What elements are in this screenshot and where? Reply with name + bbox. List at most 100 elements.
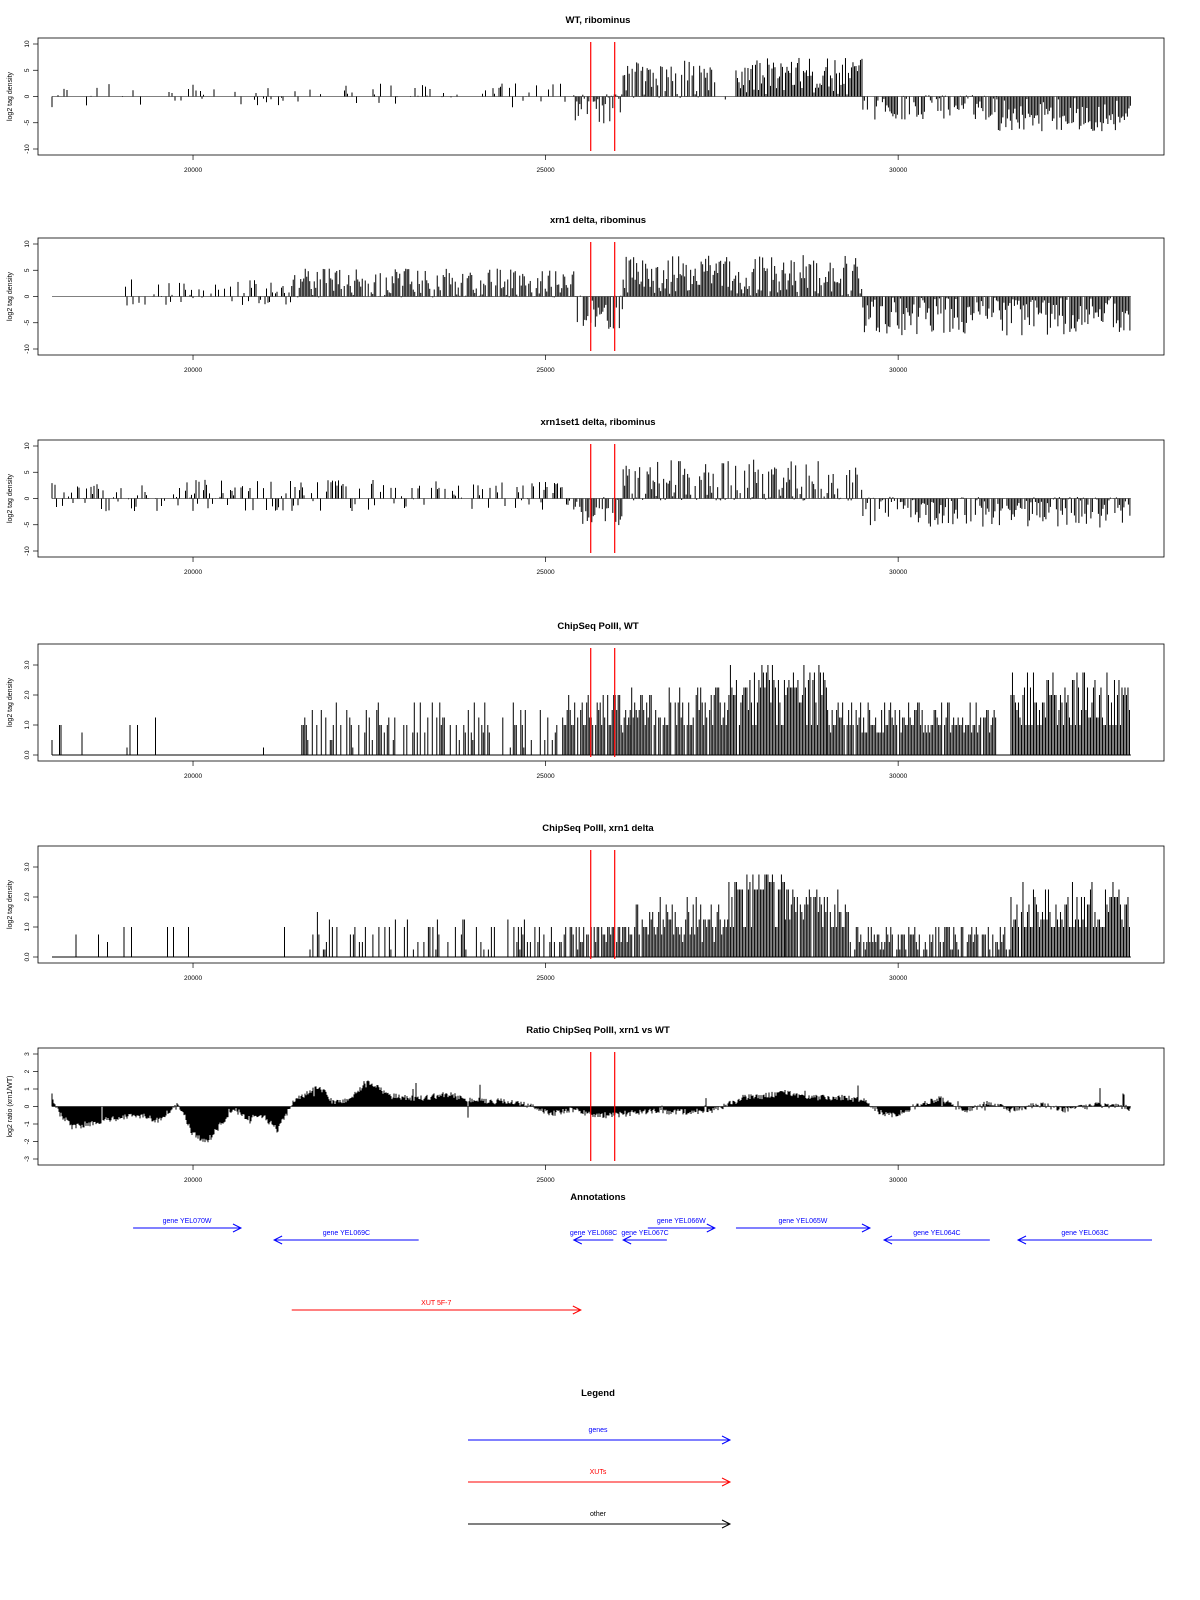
plot-frame bbox=[37, 643, 1165, 762]
x-tick-label: 25000 bbox=[537, 773, 555, 780]
arrow-head bbox=[706, 1223, 716, 1233]
data-bars bbox=[51, 57, 1131, 132]
legend-label: other bbox=[590, 1511, 607, 1518]
y-tick-label: 1 bbox=[24, 1087, 31, 1091]
x-tick-label: 25000 bbox=[537, 569, 555, 576]
plot-frame bbox=[37, 845, 1165, 964]
y-tick-label: 10 bbox=[24, 442, 31, 450]
y-axis-label: log2 tag density bbox=[7, 473, 14, 523]
x-tick-label: 20000 bbox=[184, 367, 202, 374]
gene-feature: gene YEL063C bbox=[1016, 1230, 1152, 1245]
feature-label: gene YEL063C bbox=[1061, 1230, 1108, 1237]
legend-label: genes bbox=[588, 1427, 608, 1434]
x-tick-label: 25000 bbox=[537, 167, 555, 174]
panel-ratio: Ratio ChipSeq PolII, xrn1 vs WT log2 rati… bbox=[7, 1025, 1165, 1184]
y-tick-label: 5 bbox=[24, 470, 31, 474]
y-tick-label: 1.0 bbox=[24, 922, 31, 931]
arrow-head bbox=[1016, 1235, 1027, 1245]
data-bars bbox=[51, 665, 1131, 756]
y-tick-label: -5 bbox=[24, 319, 31, 325]
y-axis-label: log2 tag density bbox=[7, 677, 14, 727]
panel-title: xrn1set1 delta, ribominus bbox=[540, 417, 655, 428]
panel-title: WT, ribominus bbox=[566, 15, 631, 26]
x-tick-label: 30000 bbox=[889, 773, 907, 780]
legend-item-other: other bbox=[468, 1511, 732, 1529]
xut-feature: XUT 5F-7 bbox=[291, 1300, 582, 1315]
feature-arrow bbox=[572, 1235, 614, 1245]
feature-arrow bbox=[133, 1223, 243, 1233]
x-tick-label: 30000 bbox=[889, 367, 907, 374]
x-tick-label: 30000 bbox=[889, 167, 907, 174]
feature-arrow bbox=[1016, 1235, 1152, 1245]
annotations-section: Annotations gene YEL070W gene YEL069C gene … bbox=[133, 1192, 1152, 1315]
panel-xrn1: xrn1 delta, ribominus log2 tag density -10… bbox=[7, 215, 1165, 374]
feature-label: gene YEL066W bbox=[657, 1218, 706, 1225]
x-tick-label: 20000 bbox=[184, 167, 202, 174]
gene-feature: gene YEL066W bbox=[647, 1218, 716, 1233]
gene-feature: gene YEL067C bbox=[621, 1230, 669, 1245]
x-tick-label: 30000 bbox=[889, 1177, 907, 1184]
y-tick-label: 3 bbox=[24, 1052, 31, 1056]
y-tick-label: -10 bbox=[24, 344, 31, 354]
data-bars bbox=[52, 255, 1131, 336]
feature-label: gene YEL069C bbox=[323, 1230, 370, 1237]
y-tick-label: 2.0 bbox=[24, 690, 31, 699]
feature-arrow bbox=[735, 1223, 872, 1233]
legend-item-xut: XUTs bbox=[468, 1469, 732, 1487]
x-tick-label: 25000 bbox=[537, 975, 555, 982]
y-axis-label: log2 ratio (xrn1/WT) bbox=[7, 1076, 14, 1138]
legend-arrow bbox=[468, 1519, 732, 1529]
data-bars bbox=[52, 874, 1131, 958]
y-tick-label: 3.0 bbox=[24, 660, 31, 669]
panel-chip-wt: ChipSeq PolII, WT log2 tag density 0.0 1.0 2… bbox=[7, 621, 1165, 780]
arrow-head bbox=[572, 1235, 583, 1245]
arrow-head bbox=[721, 1519, 732, 1529]
legend-item-gene: genes bbox=[468, 1427, 732, 1445]
x-tick-label: 25000 bbox=[537, 367, 555, 374]
feature-label: gene YEL067C bbox=[621, 1230, 668, 1237]
panel-title: ChipSeq PolII, WT bbox=[557, 621, 638, 632]
legend-section: Legend genes XUTs other bbox=[468, 1388, 732, 1529]
y-axis-label: log2 tag density bbox=[7, 271, 14, 321]
feature-label: gene YEL064C bbox=[913, 1230, 960, 1237]
arrow-head bbox=[622, 1235, 632, 1245]
x-tick-label: 25000 bbox=[537, 1177, 555, 1184]
legend-title: Legend bbox=[581, 1388, 615, 1399]
y-tick-label: -2 bbox=[24, 1138, 31, 1144]
y-tick-label: 0.0 bbox=[24, 952, 31, 961]
panel-chip-xrn1: ChipSeq PolII, xrn1 delta log2 tag densit… bbox=[7, 823, 1165, 982]
y-axis-label: log2 tag density bbox=[7, 71, 14, 121]
feature-label: XUT 5F-7 bbox=[421, 1300, 451, 1307]
panel-xrn1set1: xrn1set1 delta, ribominus log2 tag densit… bbox=[7, 417, 1165, 576]
panel-wt: WT, ribominus log2 tag density -10 -5 0 5 10 20… bbox=[7, 15, 1165, 174]
y-tick-label: 2 bbox=[24, 1069, 31, 1073]
y-tick-label: 0 bbox=[24, 1104, 31, 1108]
arrow-head bbox=[882, 1235, 893, 1245]
feature-label: gene YEL065W bbox=[779, 1218, 828, 1225]
x-tick-label: 30000 bbox=[889, 569, 907, 576]
panel-title: ChipSeq PolII, xrn1 delta bbox=[542, 823, 654, 834]
gene-feature: gene YEL070W bbox=[133, 1218, 243, 1233]
panel-title: Ratio ChipSeq PolII, xrn1 vs WT bbox=[526, 1025, 670, 1036]
y-axis-label: log2 tag density bbox=[7, 879, 14, 929]
x-tick-label: 20000 bbox=[184, 569, 202, 576]
y-tick-label: 0 bbox=[24, 496, 31, 500]
data-bars bbox=[51, 1080, 1131, 1143]
feature-arrow bbox=[882, 1235, 990, 1245]
y-tick-label: -10 bbox=[24, 546, 31, 556]
arrow-head bbox=[272, 1235, 283, 1245]
y-tick-label: -1 bbox=[24, 1121, 31, 1127]
x-tick-label: 20000 bbox=[184, 773, 202, 780]
feature-arrow bbox=[291, 1305, 582, 1315]
y-tick-label: 0 bbox=[24, 294, 31, 298]
legend-arrow bbox=[468, 1435, 732, 1445]
y-tick-label: 10 bbox=[24, 40, 31, 48]
y-tick-label: 2.0 bbox=[24, 892, 31, 901]
feature-arrow bbox=[272, 1235, 419, 1245]
y-tick-label: 5 bbox=[24, 68, 31, 72]
gene-feature: gene YEL064C bbox=[882, 1230, 990, 1245]
y-tick-label: 1.0 bbox=[24, 720, 31, 729]
gene-feature: gene YEL065W bbox=[735, 1218, 872, 1233]
x-tick-label: 20000 bbox=[184, 1177, 202, 1184]
